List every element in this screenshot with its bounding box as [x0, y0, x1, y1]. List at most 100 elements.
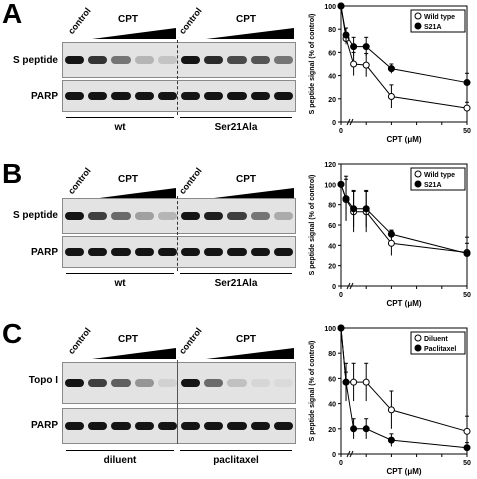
group-underline-right: [180, 273, 292, 274]
blot-strip-top: [62, 362, 296, 404]
lane-label-control-left: control: [66, 5, 93, 36]
y-tick-label: 60: [328, 376, 336, 383]
axis-break: [349, 282, 354, 290]
x-tick-label: 50: [463, 460, 471, 467]
data-point: [362, 378, 370, 386]
group-label-right: Ser21Ala: [214, 122, 258, 133]
data-point: [387, 230, 395, 238]
dose-wedge-right: [206, 28, 294, 39]
axis-break: [346, 118, 351, 126]
data-point: [342, 378, 350, 386]
blot-band: [181, 92, 201, 100]
blot-band: [88, 248, 108, 256]
blot-row-label-bottom: PARP: [30, 247, 58, 258]
y-tick-label: 100: [324, 182, 336, 189]
blot-band: [134, 212, 154, 220]
data-point: [362, 205, 370, 213]
data-point: [350, 425, 358, 433]
dose-wedge-left: [92, 28, 176, 39]
x-axis-label: CPT (μM): [386, 135, 421, 144]
x-tick-label: 0: [339, 128, 343, 135]
blot-band: [157, 422, 177, 430]
blot-band: [227, 56, 247, 64]
legend-box: [410, 9, 466, 33]
legend-marker: [414, 12, 422, 20]
blot-band: [227, 379, 247, 387]
x-axis-label: CPT (μM): [386, 467, 421, 476]
panel-c: C control control CPT CPT Topo I PARP di…: [0, 318, 477, 476]
blot-band: [65, 212, 85, 220]
dose-wedge-left: [92, 348, 176, 359]
treatment-label-left: CPT: [118, 14, 138, 25]
blot-band: [157, 56, 177, 64]
group-label-right: paclitaxel: [213, 455, 259, 466]
lane-label-control-right: control: [177, 165, 204, 196]
blot-strip-top: [62, 198, 296, 234]
data-point: [463, 427, 471, 435]
legend-marker: [414, 344, 422, 352]
treatment-label-right: CPT: [236, 174, 256, 185]
line-chart: 0 20 40 60 80 100 0 50 CPT (μM) S peptide signal …: [309, 2, 471, 144]
blot-band: [181, 56, 201, 64]
legend-label: S21A: [424, 182, 442, 189]
series-line: [340, 184, 468, 254]
blot-row-label-top: S peptide: [12, 210, 58, 221]
data-point: [463, 444, 471, 452]
axis-break: [349, 118, 354, 126]
x-tick-label: 0: [339, 292, 343, 299]
lane-label-control-left: control: [66, 165, 93, 196]
data-point: [342, 195, 350, 203]
y-axis-label: S peptide signal (% of control): [309, 341, 316, 442]
blot-row-label-bottom: PARP: [30, 91, 58, 102]
blot-band: [181, 379, 201, 387]
x-tick-label: 0: [339, 460, 343, 467]
data-point: [463, 79, 471, 87]
lane-label-control-right: control: [177, 325, 204, 356]
y-tick-label: 100: [324, 326, 336, 333]
blot-band: [250, 379, 270, 387]
blot-band: [204, 92, 224, 100]
data-point: [387, 65, 395, 73]
blot-band: [250, 422, 270, 430]
y-tick-label: 80: [328, 351, 336, 358]
lane-divider: [177, 40, 178, 115]
dose-wedge-left: [92, 188, 176, 199]
blot-band: [88, 212, 108, 220]
lane-label-control-right: control: [177, 5, 204, 36]
blot-band: [273, 248, 293, 256]
blot-band: [250, 56, 270, 64]
data-point: [350, 43, 358, 51]
legend-label: Paclitaxel: [424, 346, 456, 353]
data-point: [387, 406, 395, 414]
data-point: [362, 61, 370, 69]
treatment-label-left: CPT: [118, 334, 138, 345]
series-line: [340, 184, 468, 253]
blot-strip-bottom: [62, 80, 296, 112]
axis-break: [346, 450, 351, 458]
blot-band: [111, 379, 131, 387]
plot-frame: [340, 5, 468, 123]
group-underline-right: [180, 117, 292, 118]
legend-label: Diluent: [424, 336, 448, 343]
blot-band: [157, 379, 177, 387]
panel-a: A control control CPT CPT S peptide PARP…: [0, 0, 477, 152]
blot-band: [134, 422, 154, 430]
blot-band: [204, 248, 224, 256]
y-tick-label: 60: [328, 223, 336, 230]
group-label-left: wt: [114, 278, 126, 289]
y-tick-label: 40: [328, 243, 336, 250]
y-tick-label: 40: [328, 402, 336, 409]
blot-band: [273, 422, 293, 430]
group-underline-right: [180, 450, 292, 451]
blot-band: [227, 212, 247, 220]
blot-row-label-bottom: PARP: [30, 420, 58, 431]
blot-band: [181, 212, 201, 220]
axis-break: [346, 282, 351, 290]
y-tick-label: 0: [332, 284, 336, 291]
blot-band: [273, 379, 293, 387]
blot-band: [157, 212, 177, 220]
blot-band: [65, 422, 85, 430]
y-tick-label: 120: [324, 162, 336, 169]
legend-label: S21A: [424, 24, 442, 31]
blot-band: [227, 422, 247, 430]
